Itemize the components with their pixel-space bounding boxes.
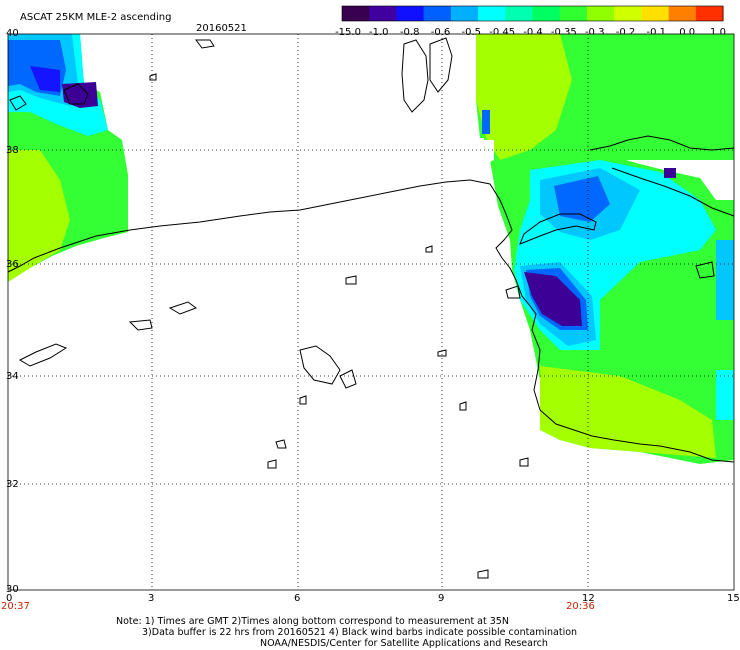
lat-label-36: 36 — [6, 259, 19, 270]
map-frame — [7, 33, 735, 591]
right-swath-purple — [524, 272, 582, 326]
right-swath-lime-bottom — [540, 366, 716, 458]
left-swath — [8, 34, 128, 282]
colorbar-label: -0.4 — [523, 27, 543, 38]
colorbar-label: -0.1 — [647, 27, 667, 38]
colorbar-segment — [668, 6, 697, 21]
footnote-line-2: 3)Data buffer is 22 hrs from 20160521 4)… — [142, 627, 577, 638]
footnote-line-3: NOAA/NESDIS/Center for Satellite Applica… — [260, 638, 548, 649]
colorbar-segment — [532, 6, 561, 21]
left-swath-lime — [8, 150, 70, 282]
right-swath-gap-2 — [482, 140, 494, 162]
colorbar-label: -0.35 — [551, 27, 577, 38]
colorbar-segment — [478, 6, 506, 21]
colorbar-label: -0.3 — [585, 27, 605, 38]
colorbar-label: -0.5 — [462, 27, 482, 38]
time-label-right: 20:36 — [566, 601, 595, 612]
colorbar-label: -0.6 — [431, 27, 451, 38]
colorbar-label: 1.0 — [710, 27, 726, 38]
right-swath-lime-top — [476, 34, 572, 160]
lon-label-3: 3 — [148, 593, 154, 604]
colorbar-label: -0.2 — [616, 27, 636, 38]
right-swath-gap-4 — [476, 138, 484, 178]
lon-label-9: 9 — [438, 593, 444, 604]
map-date: 20160521 — [196, 23, 247, 34]
left-swath-purple — [62, 82, 98, 108]
longitude-labels: 0 3 6 9 12 15 — [6, 593, 740, 604]
colorbar-segment — [450, 6, 479, 21]
graticule — [8, 34, 734, 590]
color-scale-bar — [341, 5, 724, 22]
colorbar-label: 0.0 — [679, 27, 695, 38]
lon-label-0: 0 — [6, 593, 12, 604]
time-label-left: 20:37 — [1, 601, 30, 612]
lat-label-32: 32 — [6, 479, 19, 490]
lat-label-34: 34 — [6, 371, 19, 382]
colorbar-segment — [342, 6, 370, 21]
right-swath-gap-3 — [700, 176, 734, 200]
colorbar-segment — [614, 6, 642, 21]
colorbar-border — [341, 5, 724, 22]
lat-label-38: 38 — [6, 145, 19, 156]
colorbar-label: -15.0 — [335, 27, 361, 38]
right-swath-blue-edge — [482, 110, 490, 134]
colorbar-label: -1.0 — [369, 27, 389, 38]
right-swath-gap — [626, 160, 734, 182]
lon-label-6: 6 — [294, 593, 300, 604]
colorbar-segment — [559, 6, 588, 21]
footnote-line-1: Note: 1) Times are GMT 2)Times along bot… — [116, 616, 509, 627]
map-title: ASCAT 25KM MLE-2 ascending — [20, 12, 171, 23]
color-scale-labels: -15.0 -1.0 -0.8 -0.6 -0.5 -0.45 -0.4 -0.35 -0.3-… — [335, 27, 726, 38]
lon-label-15: 15 — [727, 593, 740, 604]
right-swath-purple-dot — [664, 168, 676, 178]
left-swath-deep — [30, 66, 60, 92]
map-area — [7, 33, 735, 591]
right-swath-blue — [554, 176, 610, 222]
colorbar-label: -0.8 — [400, 27, 420, 38]
right-swath-cyan-edge — [716, 370, 734, 420]
latitude-labels: 40 38 36 34 32 30 — [6, 28, 19, 595]
right-swath — [476, 34, 734, 464]
colorbar-segment — [586, 6, 615, 21]
colorbar-segment — [695, 6, 724, 21]
colorbar-segment — [423, 6, 452, 21]
colorbar-segment — [396, 6, 425, 21]
colorbar-segment — [505, 6, 534, 21]
colorbar-label: -0.45 — [489, 27, 515, 38]
colorbar-segment — [641, 6, 670, 21]
lon-label-12: 12 — [582, 593, 595, 604]
right-swath-blue-edge-2 — [716, 240, 734, 320]
coastlines — [7, 37, 735, 579]
lat-label-30: 30 — [6, 584, 19, 595]
lat-label-40: 40 — [6, 28, 19, 39]
colorbar-segment — [369, 6, 397, 21]
